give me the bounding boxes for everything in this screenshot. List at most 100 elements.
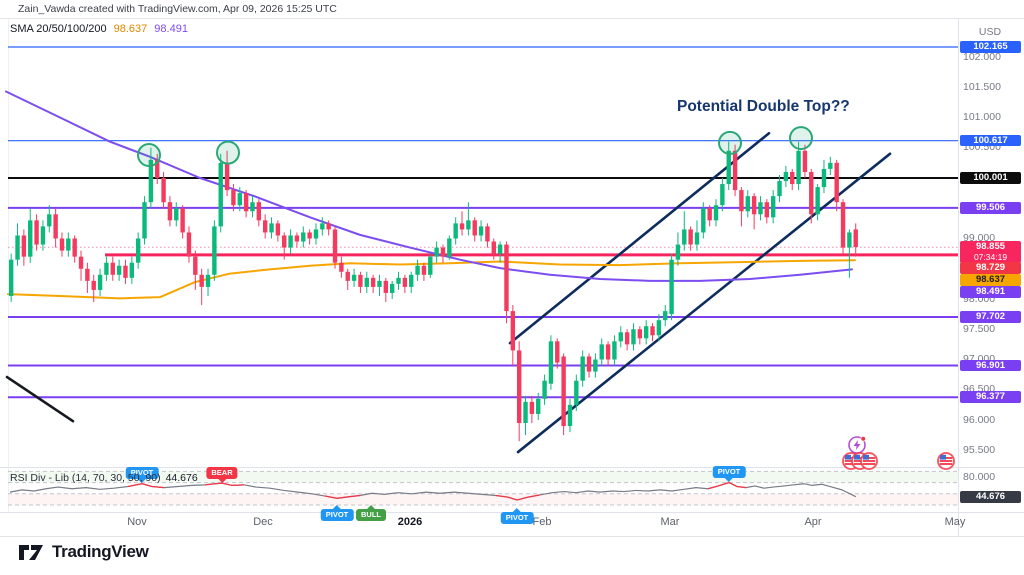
candle (320, 223, 325, 230)
candle (332, 229, 338, 263)
candle (40, 226, 46, 245)
candle (15, 235, 20, 260)
attribution-text: Zain_Vawda created with TradingView.com,… (18, 3, 337, 15)
candle (193, 256, 198, 275)
candle (250, 202, 255, 212)
candle (561, 356, 566, 427)
candle (675, 244, 681, 260)
rsi-value: 44.676 (165, 472, 198, 484)
candle (707, 208, 712, 221)
candle (415, 265, 420, 275)
candle (758, 202, 763, 215)
candle (205, 274, 211, 287)
candle (783, 171, 789, 182)
candle (478, 226, 484, 236)
candle (485, 226, 490, 242)
candle (53, 214, 58, 239)
candle (142, 202, 147, 239)
candle (618, 332, 623, 342)
candle (701, 208, 706, 233)
flag-canton (863, 454, 869, 460)
candle (269, 223, 274, 233)
candle (504, 244, 509, 312)
candle (167, 202, 173, 221)
candle (104, 262, 109, 275)
candle (161, 178, 166, 203)
candle (739, 190, 744, 212)
double-top-circle[interactable] (137, 143, 161, 168)
flag-canton (845, 454, 851, 460)
trendline[interactable] (516, 152, 892, 454)
candle (135, 238, 141, 263)
rsi-oversold-band (8, 493, 958, 505)
candle (580, 356, 585, 381)
candle (542, 380, 547, 399)
candle (59, 238, 65, 251)
candle (34, 220, 39, 245)
candle (243, 193, 249, 212)
tradingview-logo[interactable]: TradingView (18, 542, 149, 562)
candle (301, 232, 306, 242)
candle (523, 401, 528, 424)
candle (840, 202, 846, 248)
candle (91, 280, 96, 290)
candle (853, 229, 858, 247)
candle (345, 271, 350, 281)
candle (497, 244, 503, 254)
candle (351, 274, 357, 281)
candle (809, 171, 814, 215)
sma-legend-label: SMA 20/50/100/200 (10, 23, 107, 35)
candle (669, 259, 674, 315)
candle (409, 274, 414, 287)
candle (516, 350, 522, 424)
notification-dot (860, 435, 866, 442)
candle (123, 265, 128, 278)
candle (586, 356, 592, 372)
trendline[interactable] (5, 375, 75, 423)
candle (815, 187, 820, 215)
rsi-divergence-segment (324, 494, 361, 499)
candle (428, 256, 433, 275)
candle (148, 159, 154, 203)
candle (453, 223, 458, 239)
candle (567, 404, 573, 427)
candle (821, 168, 827, 188)
candle (275, 223, 281, 236)
candle (491, 241, 496, 254)
candle (720, 184, 725, 206)
candle (294, 235, 300, 242)
tradingview-logo-text: TradingView (52, 542, 149, 561)
candle (402, 277, 408, 287)
candle (262, 220, 268, 233)
candle (421, 265, 427, 275)
flag-ring (937, 452, 955, 470)
rsi-divergence-segment (127, 483, 165, 489)
indicator-legend[interactable]: SMA 20/50/100/200 98.637 98.491 (10, 23, 188, 35)
double-top-circle[interactable] (789, 126, 813, 151)
rsi-legend[interactable]: RSI Div - Lib (14, 70, 30, 50, 90) 44.676 (10, 472, 198, 484)
sma-value-2: 98.491 (154, 23, 188, 35)
candle (28, 220, 33, 257)
candle (47, 214, 52, 227)
lightning-bolt (853, 440, 861, 450)
candle (472, 220, 477, 236)
double-top-circle[interactable] (216, 140, 240, 165)
candle (656, 320, 662, 336)
candle (650, 326, 655, 336)
candle (834, 162, 839, 203)
trendline[interactable] (508, 131, 771, 345)
attribution-bar: Zain_Vawda created with TradingView.com,… (0, 0, 1024, 18)
candle (593, 359, 598, 372)
candle (447, 238, 452, 257)
candle (21, 235, 27, 257)
candle (72, 238, 77, 257)
candle (186, 232, 192, 257)
candle (726, 150, 731, 185)
double-top-annotation[interactable]: Potential Double Top?? (677, 98, 850, 115)
candle (212, 226, 217, 275)
candle (770, 196, 776, 218)
double-top-circle[interactable] (718, 130, 742, 155)
candle (174, 208, 179, 221)
candle (377, 280, 382, 287)
